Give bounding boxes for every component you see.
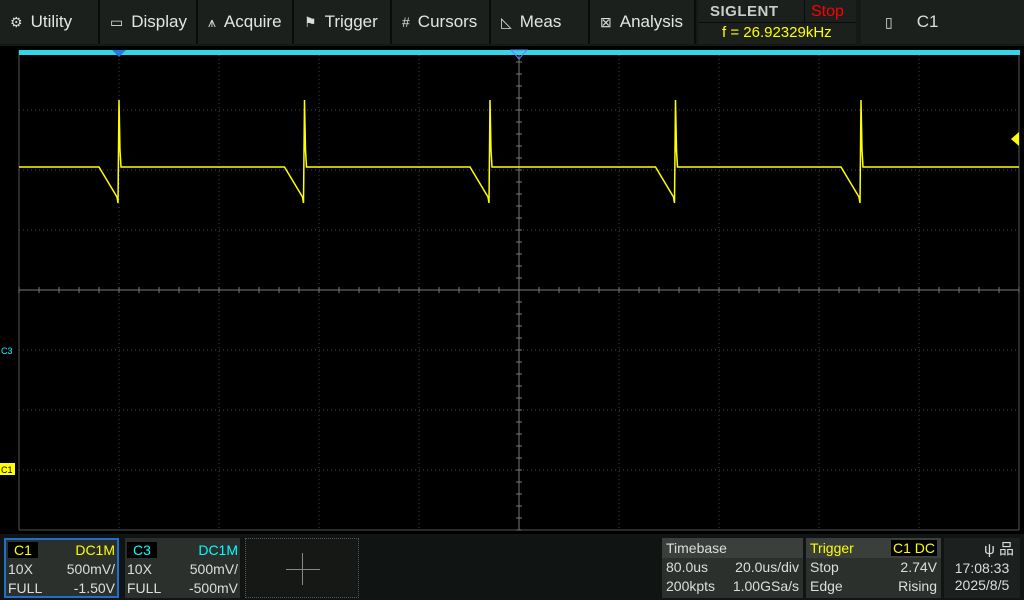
monitor-icon: ▭ <box>110 13 124 30</box>
waveform-display[interactable]: C3 C1 <box>0 46 1024 534</box>
menu-trigger[interactable]: ⚑ Trigger <box>294 0 392 44</box>
memory-overview-bar <box>19 50 1020 55</box>
timebase-panel[interactable]: Timebase 80.0us 20.0us/div 200kpts 1.00GSa… <box>662 538 803 598</box>
channel-name: C3 <box>127 542 157 558</box>
trigger-panel[interactable]: Trigger C1 DC Stop 2.74V Edge Rising <box>806 538 941 598</box>
menu-label: Display <box>131 12 187 31</box>
hash-icon: # <box>402 14 410 30</box>
usb-icon: ψ <box>984 541 995 558</box>
triangle-ruler-icon: ◺ <box>501 13 512 30</box>
channel-name: C1 <box>8 542 38 558</box>
scale: 500mV/ <box>66 561 115 577</box>
trigger-position-marker <box>112 50 126 57</box>
menu-display[interactable]: ▭ Display <box>100 0 198 44</box>
add-channel-button[interactable] <box>245 538 359 598</box>
scale: 500mV/ <box>189 561 238 577</box>
probe: 10X <box>127 561 152 577</box>
coupling: DC1M <box>75 542 115 558</box>
coupling: DC1M <box>198 542 238 558</box>
clock-panel: ψ 品 17:08:33 2025/8/5 <box>944 538 1020 598</box>
bandwidth: FULL <box>8 580 43 596</box>
sample-rate: 1.00GSa/s <box>732 578 799 594</box>
timebase-title: Timebase <box>666 540 727 556</box>
trigger-source: C1 DC <box>890 540 937 556</box>
network-icon: 品 <box>998 541 1014 558</box>
menu-acquire[interactable]: ⩚ Acquire <box>198 0 294 44</box>
acquire-icon: ⩚ <box>208 13 216 30</box>
run-stop-status[interactable]: Stop <box>811 3 844 20</box>
svg-text:C3: C3 <box>1 346 13 356</box>
c1-ground-marker: C1 <box>0 463 15 475</box>
clock-time: 17:08:33 <box>954 560 1010 576</box>
channel-c3-panel[interactable]: C3 DC1M 10X 500mV/ FULL -500mV <box>125 538 240 598</box>
trigger-state: Stop <box>810 559 839 575</box>
offset: -500mV <box>188 580 238 596</box>
trigger-slope: Rising <box>898 578 937 594</box>
flag-icon: ⚑ <box>304 13 317 30</box>
gear-icon: ⚙ <box>10 13 23 30</box>
siglent-logo: SIGLENT <box>710 3 779 20</box>
offset: -1.50V <box>73 580 115 596</box>
menu-label: Trigger <box>324 12 378 31</box>
trigger-level-marker <box>1011 132 1019 146</box>
trigger-type: Edge <box>810 578 843 594</box>
probe: 10X <box>8 561 33 577</box>
center-marker <box>509 49 529 60</box>
memory-depth: 200kpts <box>666 578 716 594</box>
channel-c1-panel[interactable]: C1 DC1M 10X 500mV/ FULL -1.50V <box>4 538 119 598</box>
status-bar: C1 DC1M 10X 500mV/ FULL -1.50V C3 DC1M 10X 50… <box>0 534 1024 600</box>
menu-label: Acquire <box>223 12 282 31</box>
menu-utility[interactable]: ⚙ Utility <box>0 0 100 44</box>
timebase-delay: 80.0us <box>666 559 709 575</box>
c1-waveform <box>19 99 1019 204</box>
active-channel-menu[interactable]: ▯ C1 <box>861 0 1024 44</box>
menu-label: Analysis <box>619 12 684 31</box>
timebase-scale: 20.0us/div <box>735 559 799 575</box>
battery-icon: ▯ <box>885 13 893 30</box>
frequency-counter: f = 26.92329kHz <box>722 24 832 41</box>
c3-ground-marker: C3 <box>1 346 13 356</box>
trigger-title: Trigger <box>810 540 854 556</box>
menu-label: Meas <box>519 12 562 31</box>
bandwidth: FULL <box>127 580 162 596</box>
brand-status: SIGLENT Stop f = 26.92329kHz <box>698 0 856 44</box>
menu-meas[interactable]: ◺ Meas <box>491 0 590 44</box>
trigger-level: 2.74V <box>900 559 937 575</box>
active-channel-label: C1 <box>916 12 939 31</box>
clock-date: 2025/8/5 <box>954 577 1010 593</box>
svg-text:C1: C1 <box>1 465 13 475</box>
menu-label: Cursors <box>417 12 478 31</box>
analysis-icon: ⊠ <box>600 13 612 30</box>
menu-analysis[interactable]: ⊠ Analysis <box>590 0 696 44</box>
graticule <box>18 49 1020 531</box>
menu-label: Utility <box>30 12 73 31</box>
menu-cursors[interactable]: # Cursors <box>392 0 491 44</box>
